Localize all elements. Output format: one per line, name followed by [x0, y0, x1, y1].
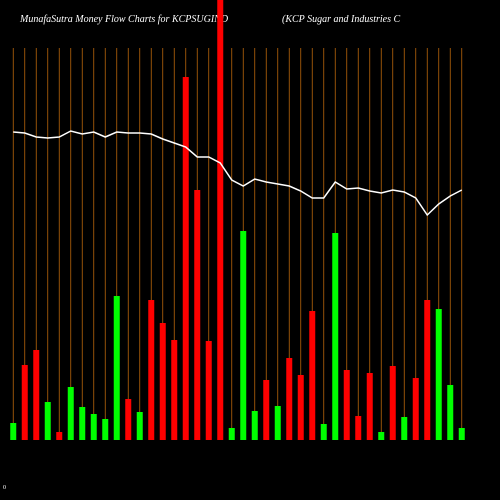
- money-flow-line: [13, 130, 463, 217]
- bar: [297, 375, 304, 440]
- bar: [194, 190, 201, 440]
- bar: [366, 373, 373, 440]
- zero-label: 0: [3, 485, 6, 491]
- bar: [343, 370, 350, 440]
- bar: [240, 231, 247, 440]
- bar: [171, 340, 178, 440]
- bar: [401, 417, 408, 440]
- bar: [90, 414, 97, 440]
- bar: [389, 366, 396, 440]
- bar: [424, 300, 431, 440]
- bar: [355, 416, 362, 440]
- bar: [274, 406, 281, 440]
- bar: [113, 296, 120, 440]
- bar: [102, 419, 109, 440]
- bar: [21, 365, 28, 440]
- bar: [125, 399, 132, 440]
- bar: [182, 77, 189, 440]
- bar: [79, 407, 86, 440]
- bar: [205, 341, 212, 440]
- bar: [67, 387, 74, 440]
- bar: [458, 428, 465, 440]
- bar: [412, 378, 419, 440]
- bar: [332, 233, 339, 440]
- bar: [228, 428, 235, 440]
- bar: [159, 323, 166, 440]
- bar: [309, 311, 316, 440]
- bar: [251, 411, 258, 440]
- chart-subtitle: (KCP Sugar and Industries C: [282, 14, 400, 25]
- bar: [56, 432, 63, 440]
- bar: [435, 309, 442, 440]
- bar: [217, 0, 224, 440]
- chart-title: MunafaSutra Money Flow Charts for KCPSUG…: [19, 14, 229, 25]
- bar: [447, 385, 454, 440]
- bar: [378, 432, 385, 440]
- bar: [10, 423, 17, 440]
- bar: [44, 402, 51, 440]
- bar: [320, 424, 327, 440]
- bar: [286, 358, 293, 440]
- bar: [136, 412, 143, 440]
- bar: [148, 300, 155, 440]
- bar: [33, 350, 40, 440]
- bar: [263, 380, 270, 440]
